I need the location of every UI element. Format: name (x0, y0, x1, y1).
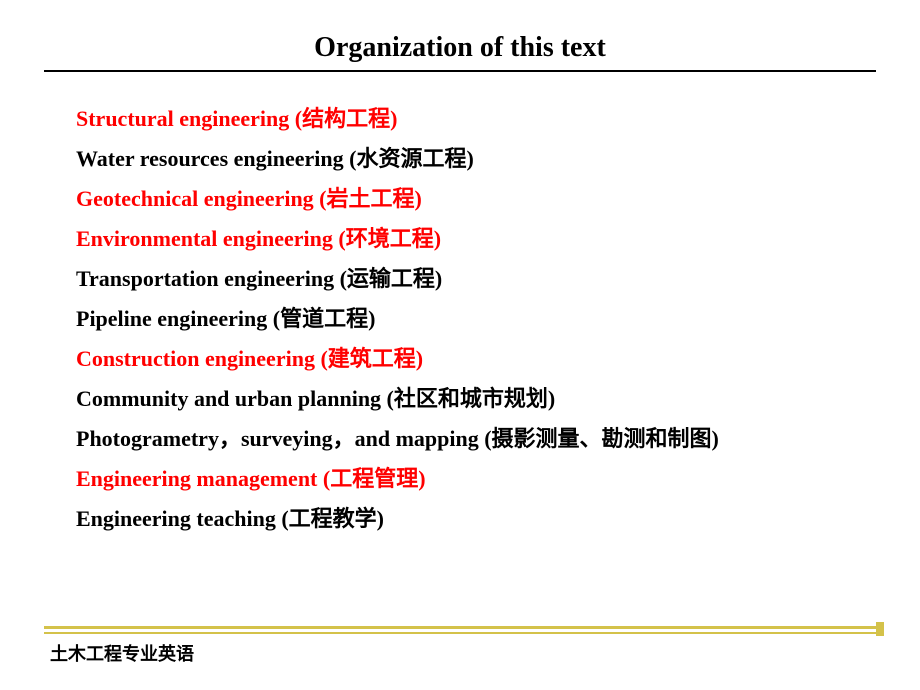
slide: Organization of this text Structural eng… (0, 0, 920, 690)
list-item: Transportation engineering (运输工程) (76, 268, 920, 290)
list-item: Water resources engineering (水资源工程) (76, 148, 920, 170)
topic-list: Structural engineering (结构工程) Water reso… (76, 108, 920, 530)
footer-accent (876, 622, 884, 636)
list-item: Geotechnical engineering (岩土工程) (76, 188, 920, 210)
list-item: Engineering management (工程管理) (76, 468, 920, 490)
list-item: Construction engineering (建筑工程) (76, 348, 920, 370)
list-item: Engineering teaching (工程教学) (76, 508, 920, 530)
footer-text: 土木工程专业英语 (50, 640, 194, 666)
list-item: Structural engineering (结构工程) (76, 108, 920, 130)
list-item: Environmental engineering (环境工程) (76, 228, 920, 250)
footer-divider (44, 626, 876, 634)
list-item: Community and urban planning (社区和城市规划) (76, 388, 920, 410)
list-item: Photogrametry，surveying，and mapping (摄影测… (76, 428, 920, 450)
list-item: Pipeline engineering (管道工程) (76, 308, 920, 330)
page-title: Organization of this text (0, 0, 920, 70)
title-divider (44, 70, 876, 72)
